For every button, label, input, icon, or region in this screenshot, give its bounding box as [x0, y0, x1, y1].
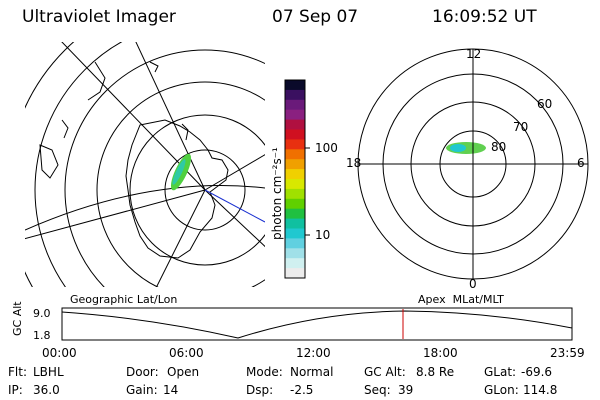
timeline-xtick: 12:00	[296, 346, 331, 360]
noon-meridian	[204, 189, 265, 223]
colorbar-segment	[285, 198, 305, 210]
date-label: 07 Sep 07	[272, 7, 359, 27]
lat-circle	[96, 81, 265, 287]
status-value-glon: 114.8	[523, 383, 558, 397]
coastline-fragment	[61, 119, 69, 139]
status-value-mode: Normal	[290, 365, 334, 379]
colorbar-segment	[285, 179, 305, 190]
status-value-door: Open	[167, 365, 200, 379]
status-label-gc-alt: GC Alt:	[364, 365, 406, 379]
mlt-label-6: 6	[577, 156, 585, 170]
colorbar-segment	[285, 228, 305, 239]
status-label-glon: GLon:	[484, 383, 519, 397]
status-value-gc-alt: 8.8 Re	[416, 365, 455, 379]
timeline-ytick-1-8: 1.8	[33, 329, 51, 342]
lat-circle	[64, 49, 265, 287]
mlat-label-80: 80	[491, 140, 507, 154]
status-value-glat: -69.6	[521, 365, 553, 379]
coastline-fragment	[87, 61, 106, 101]
status-value-gain: 14	[163, 383, 179, 397]
continent-outline	[125, 119, 229, 259]
colorbar-unit-label: photon cm⁻²s⁻¹	[270, 147, 284, 240]
colorbar-segment	[285, 129, 305, 140]
meridian-line	[155, 189, 206, 287]
colorbar-segment	[285, 89, 305, 101]
colorbar-segment	[285, 109, 305, 121]
colorbar-frame	[284, 79, 306, 279]
aurora-emission	[450, 144, 466, 152]
instrument-title: Ultraviolet Imager	[22, 7, 176, 27]
timeline-xtick: 00:00	[42, 346, 77, 360]
meridian-line	[135, 42, 206, 191]
lat-circle	[129, 114, 265, 266]
altitude-timeline	[61, 307, 573, 341]
mlt-label-18: 18	[346, 156, 362, 170]
status-value-dsp: -2.5	[290, 383, 314, 397]
mlt-label-12: 12	[466, 47, 482, 61]
status-value-filter: LBHL	[33, 365, 64, 379]
status-label-filter: Flt:	[8, 365, 27, 379]
status-label-ip: IP:	[8, 383, 23, 397]
time-label: 16:09:52 UT	[432, 7, 537, 27]
colorbar-tick-10: 10	[315, 228, 331, 242]
meridian-line	[25, 189, 206, 240]
status-label-dsp: Dsp:	[246, 383, 274, 397]
timeline-ylabel: GC Alt	[11, 301, 24, 336]
status-label-gain: Gain:	[126, 383, 158, 397]
mlat-label-60: 60	[537, 97, 553, 111]
colorbar-segment	[285, 159, 305, 170]
status-value-ip: 36.0	[33, 383, 60, 397]
lat-circle	[164, 149, 246, 231]
colorbar-segment	[285, 139, 305, 150]
meridian-line	[204, 154, 265, 191]
colorbar-tick-100: 100	[315, 141, 338, 155]
timeline-xtick: 18:00	[423, 346, 458, 360]
colorbar-segment	[285, 119, 305, 130]
colorbar-segment	[285, 208, 305, 220]
status-label-door: Door:	[126, 365, 159, 379]
status-label-mode: Mode:	[246, 365, 283, 379]
timeline-xtick: 23:59	[550, 346, 585, 360]
colorbar-segment	[285, 188, 305, 200]
colorbar-segment	[285, 99, 305, 111]
coastline-fragment	[39, 144, 59, 179]
aurora-emission	[172, 159, 186, 185]
coastline-fragment	[181, 123, 189, 141]
lat-circle	[34, 42, 123, 287]
colorbar-segment	[285, 238, 305, 249]
polar-plot	[357, 48, 589, 280]
colorbar-segment	[285, 268, 305, 279]
colorbar-segment	[285, 169, 305, 180]
colorbar	[285, 80, 305, 279]
altitude-curve	[61, 310, 573, 339]
colorbar-segment	[285, 248, 305, 259]
status-value-seq: 39	[398, 383, 414, 397]
timeline-ytick-9: 9.0	[33, 307, 51, 320]
mlt-label-0: 0	[469, 277, 477, 291]
meridian-line	[204, 189, 265, 248]
mlat-label-70: 70	[513, 120, 529, 134]
status-label-glat: GLat:	[484, 365, 517, 379]
geographic-caption: Geographic Lat/Lon	[70, 293, 178, 306]
colorbar-segment	[285, 218, 305, 229]
colorbar-segment	[285, 258, 305, 269]
coastline-fragment	[149, 61, 159, 73]
colorbar-segment	[285, 80, 305, 91]
apex-caption: Apex MLat/MLT	[418, 293, 504, 306]
colorbar-segment	[285, 149, 305, 160]
earth-limb	[25, 185, 265, 231]
status-label-seq: Seq:	[364, 383, 391, 397]
timeline-frame	[61, 307, 573, 341]
timeline-xtick: 06:00	[169, 346, 204, 360]
lat-circle	[25, 42, 75, 287]
